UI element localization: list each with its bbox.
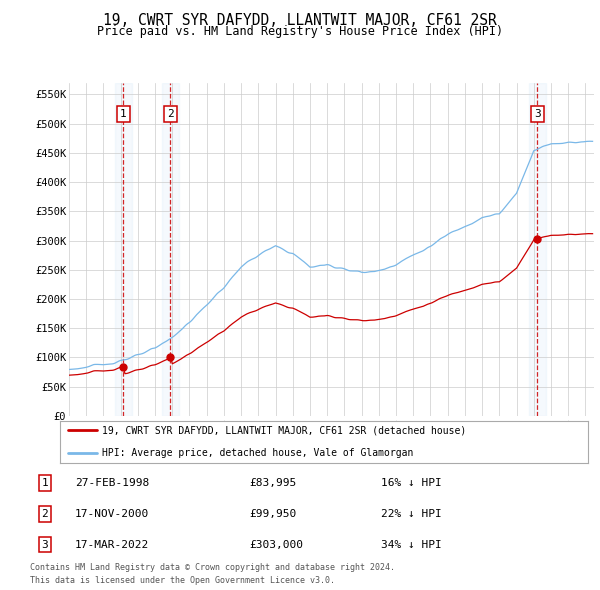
- Text: 1: 1: [41, 478, 49, 488]
- Text: £99,950: £99,950: [249, 509, 296, 519]
- Bar: [161, 83, 179, 416]
- Bar: [115, 83, 132, 416]
- Text: This data is licensed under the Open Government Licence v3.0.: This data is licensed under the Open Gov…: [30, 576, 335, 585]
- Text: 16% ↓ HPI: 16% ↓ HPI: [381, 478, 442, 488]
- Text: 17-MAR-2022: 17-MAR-2022: [75, 540, 149, 549]
- Text: £83,995: £83,995: [249, 478, 296, 488]
- Text: 3: 3: [534, 109, 541, 119]
- Text: 34% ↓ HPI: 34% ↓ HPI: [381, 540, 442, 549]
- Text: Contains HM Land Registry data © Crown copyright and database right 2024.: Contains HM Land Registry data © Crown c…: [30, 563, 395, 572]
- Text: 2: 2: [167, 109, 173, 119]
- Text: 19, CWRT SYR DAFYDD, LLANTWIT MAJOR, CF61 2SR (detached house): 19, CWRT SYR DAFYDD, LLANTWIT MAJOR, CF6…: [102, 425, 466, 435]
- Text: HPI: Average price, detached house, Vale of Glamorgan: HPI: Average price, detached house, Vale…: [102, 448, 413, 458]
- Text: £303,000: £303,000: [249, 540, 303, 549]
- Text: Price paid vs. HM Land Registry's House Price Index (HPI): Price paid vs. HM Land Registry's House …: [97, 25, 503, 38]
- Bar: [529, 83, 546, 416]
- Text: 19, CWRT SYR DAFYDD, LLANTWIT MAJOR, CF61 2SR: 19, CWRT SYR DAFYDD, LLANTWIT MAJOR, CF6…: [103, 13, 497, 28]
- Text: 2: 2: [41, 509, 49, 519]
- Text: 27-FEB-1998: 27-FEB-1998: [75, 478, 149, 488]
- Text: 17-NOV-2000: 17-NOV-2000: [75, 509, 149, 519]
- Text: 3: 3: [41, 540, 49, 549]
- Text: 1: 1: [120, 109, 127, 119]
- Text: 22% ↓ HPI: 22% ↓ HPI: [381, 509, 442, 519]
